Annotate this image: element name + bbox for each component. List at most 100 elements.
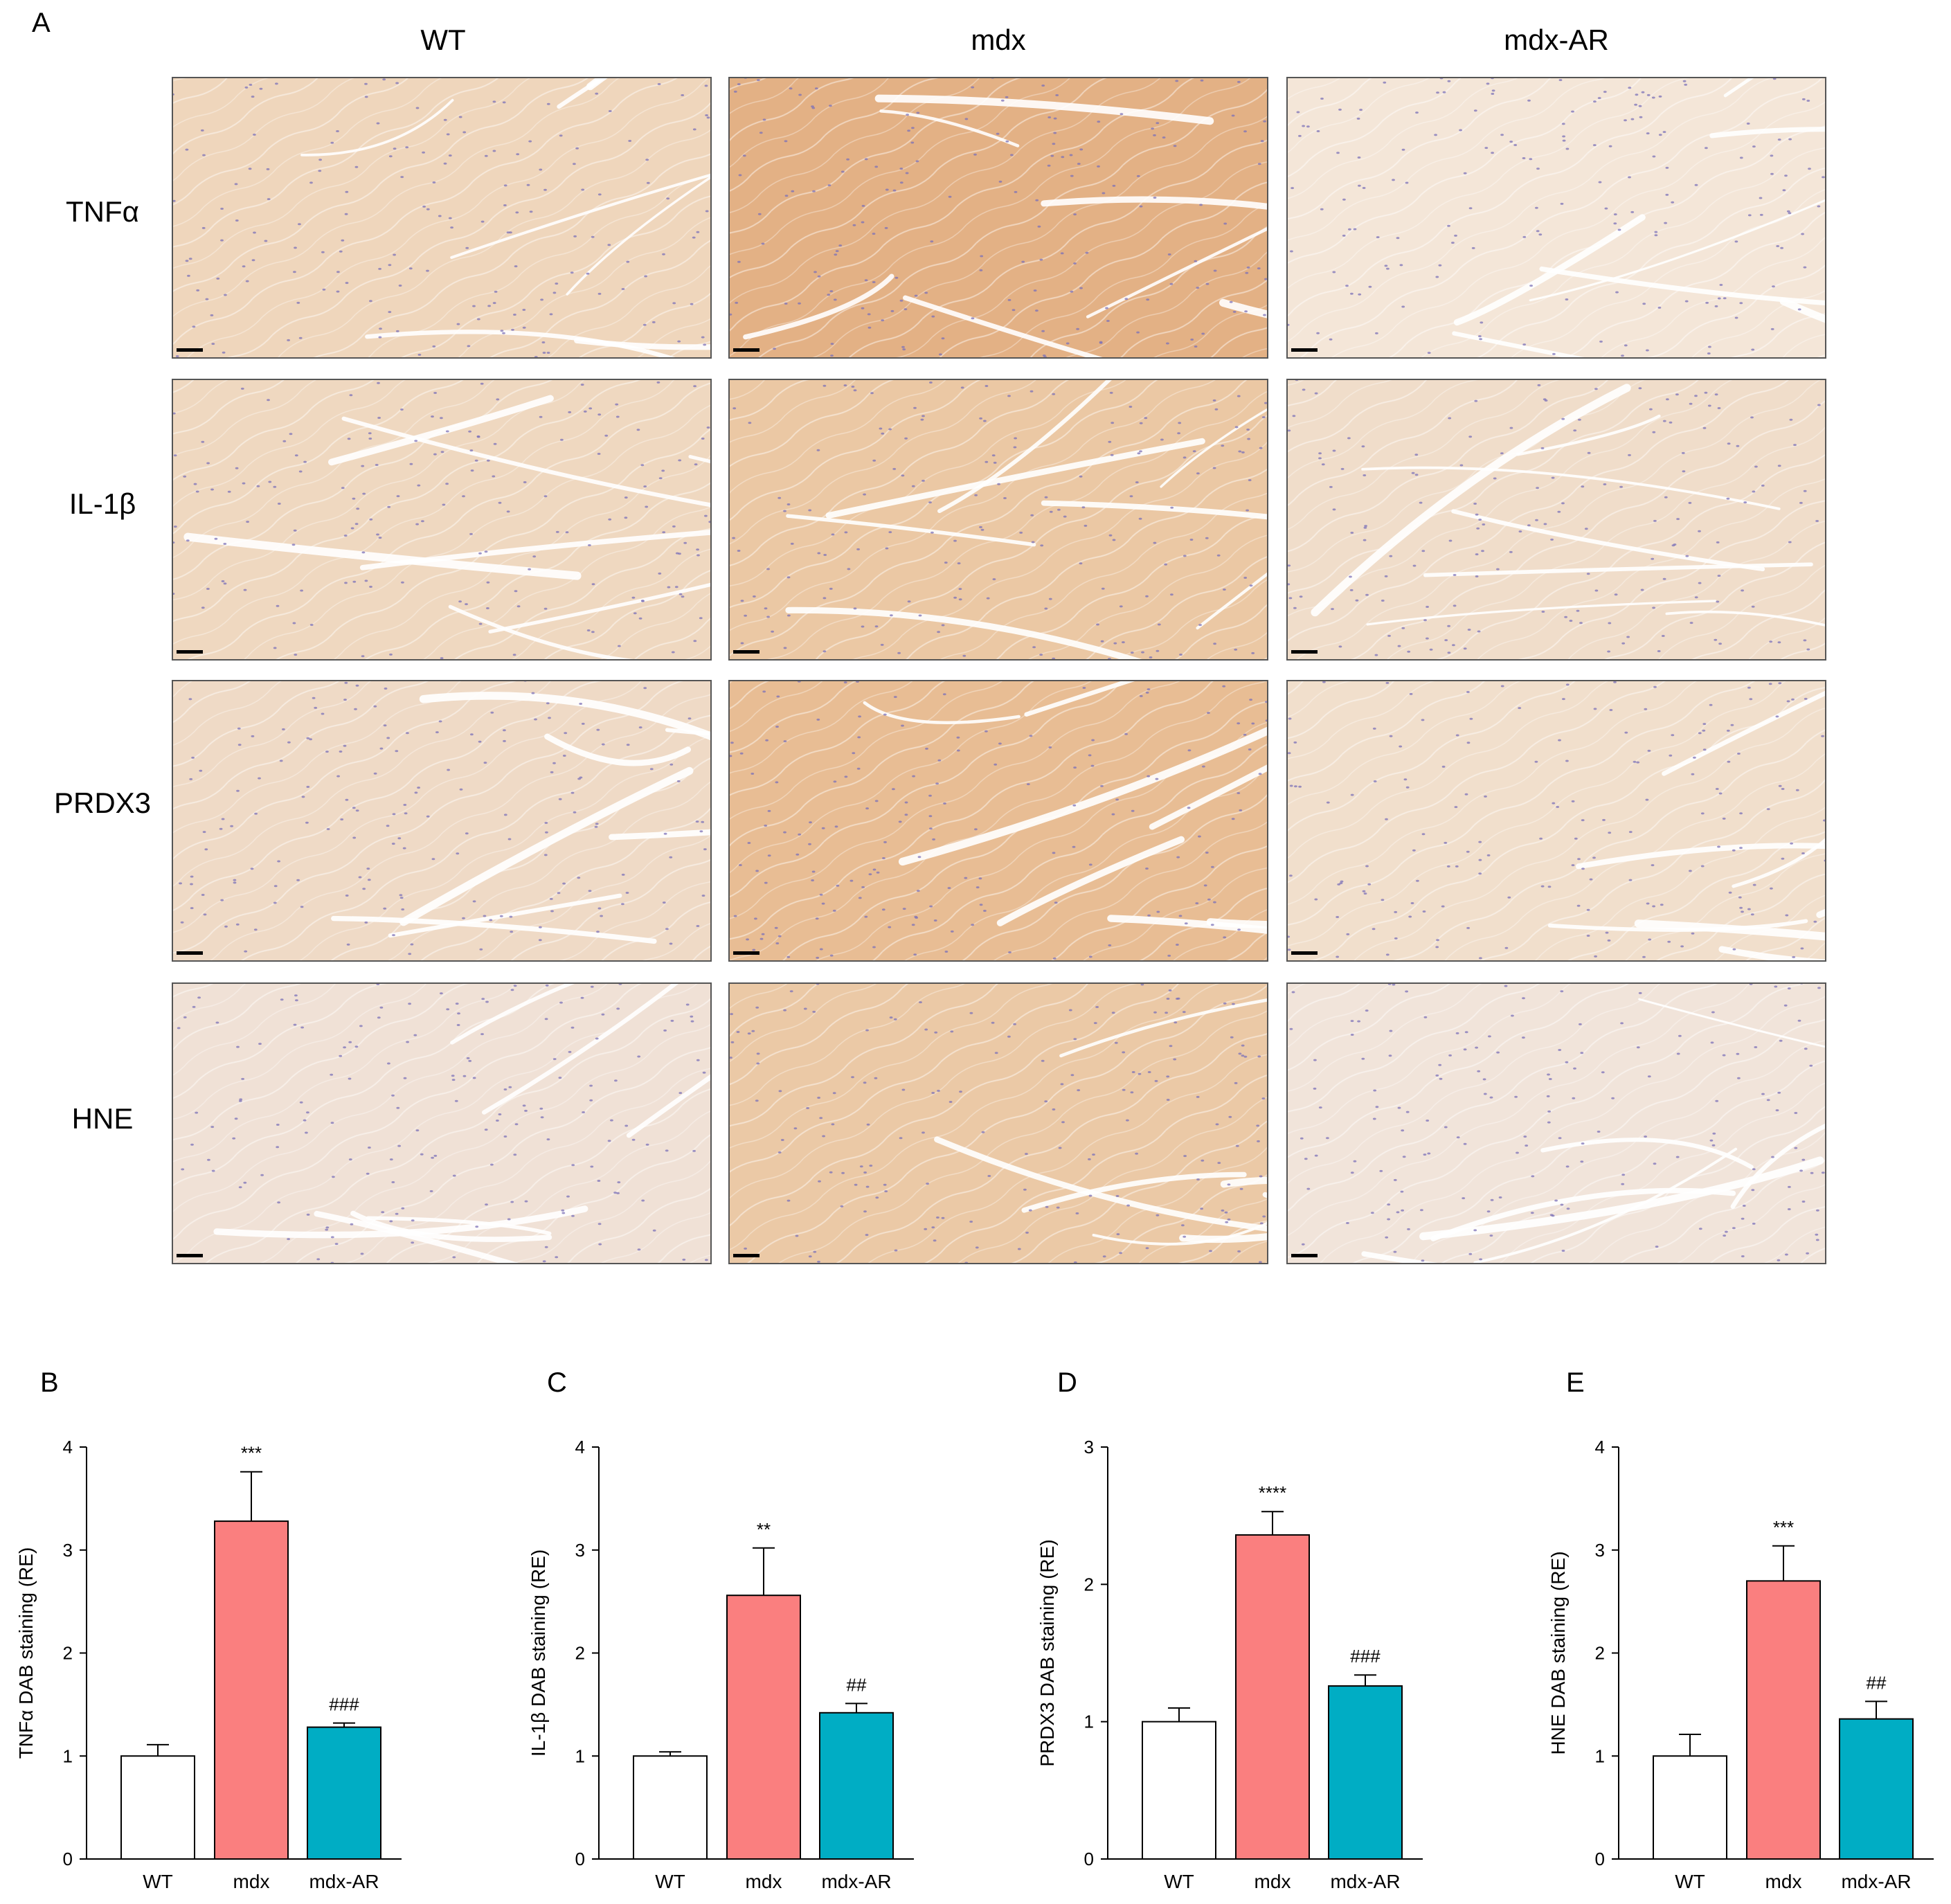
fiber-texture bbox=[1287, 379, 1826, 660]
interstitial-gap bbox=[488, 582, 711, 634]
nucleus bbox=[883, 1183, 887, 1186]
nucleus bbox=[1707, 352, 1711, 354]
nucleus bbox=[1338, 108, 1342, 111]
bar-mdx bbox=[726, 1595, 801, 1860]
nucleus bbox=[783, 647, 787, 649]
nucleus bbox=[1447, 80, 1451, 82]
nucleus bbox=[1822, 176, 1825, 179]
nucleus bbox=[236, 1045, 240, 1048]
nucleus bbox=[571, 1214, 575, 1217]
nucleus bbox=[681, 94, 685, 96]
nucleus bbox=[1630, 210, 1635, 213]
nucleus bbox=[391, 1181, 395, 1183]
nucleus bbox=[503, 184, 507, 187]
nucleus bbox=[305, 821, 309, 824]
nucleus bbox=[817, 1260, 820, 1263]
nucleus bbox=[1135, 1152, 1138, 1155]
nucleus bbox=[991, 1021, 995, 1024]
nucleus bbox=[941, 337, 945, 340]
y-tick-label: 1 bbox=[575, 1745, 585, 1766]
nucleus bbox=[640, 600, 645, 602]
interstitial-gap bbox=[863, 701, 1021, 725]
nucleus bbox=[591, 631, 595, 634]
nucleus bbox=[330, 1073, 334, 1076]
nucleus bbox=[1383, 81, 1387, 84]
nucleus bbox=[740, 642, 744, 645]
nucleus bbox=[1479, 338, 1483, 341]
nucleus bbox=[1778, 682, 1782, 685]
nucleus bbox=[183, 1016, 187, 1018]
nucleus bbox=[299, 1101, 303, 1104]
nucleus bbox=[503, 1135, 507, 1138]
nucleus bbox=[1718, 643, 1723, 645]
nucleus bbox=[1397, 645, 1401, 647]
bar-wt bbox=[633, 1755, 708, 1860]
nucleus bbox=[301, 796, 305, 798]
nucleus bbox=[964, 118, 969, 120]
nucleus bbox=[1711, 1144, 1716, 1147]
row-label-3: HNE bbox=[72, 1102, 134, 1135]
nucleus bbox=[1167, 253, 1171, 255]
nucleus bbox=[1084, 524, 1088, 527]
nucleus bbox=[242, 482, 246, 485]
nucleus bbox=[1581, 819, 1585, 822]
nucleus bbox=[1817, 205, 1821, 208]
nucleus bbox=[450, 226, 453, 229]
nucleus bbox=[811, 870, 816, 873]
nucleus bbox=[773, 348, 776, 350]
nucleus bbox=[1750, 416, 1754, 419]
nucleus bbox=[1130, 1091, 1134, 1094]
nucleus bbox=[1259, 447, 1263, 449]
nucleus bbox=[662, 531, 666, 534]
nucleus bbox=[1072, 845, 1076, 848]
nucleus bbox=[1436, 91, 1439, 94]
nucleus bbox=[1676, 518, 1680, 521]
nucleus bbox=[1463, 1142, 1467, 1145]
nucleus bbox=[442, 503, 446, 506]
nucleus bbox=[1541, 611, 1545, 613]
nucleus bbox=[210, 1126, 215, 1129]
nucleus bbox=[1194, 260, 1198, 262]
nucleus bbox=[907, 600, 911, 603]
nucleus bbox=[744, 1247, 747, 1250]
nucleus bbox=[706, 116, 710, 119]
nucleus bbox=[1806, 1252, 1810, 1255]
nucleus bbox=[1761, 1093, 1765, 1095]
nucleus bbox=[1041, 1059, 1045, 1062]
nucleus bbox=[403, 1077, 407, 1079]
nucleus bbox=[1665, 166, 1669, 169]
micrograph-prdx3-wt bbox=[172, 680, 712, 962]
nucleus bbox=[1598, 181, 1602, 183]
nucleus bbox=[1794, 1147, 1798, 1149]
nucleus bbox=[1647, 1075, 1651, 1078]
nucleus bbox=[693, 640, 697, 643]
nucleus bbox=[928, 794, 932, 797]
nucleus bbox=[389, 1158, 393, 1161]
interstitial-gap bbox=[1361, 1251, 1444, 1264]
nucleus bbox=[1675, 1156, 1680, 1158]
nucleus bbox=[808, 509, 812, 512]
nucleus bbox=[841, 1171, 845, 1174]
nucleus bbox=[211, 1169, 215, 1172]
nucleus bbox=[863, 1171, 867, 1174]
nucleus bbox=[1493, 477, 1497, 480]
nucleus bbox=[983, 420, 987, 422]
nucleus bbox=[1014, 437, 1017, 440]
nucleus bbox=[1752, 490, 1756, 493]
nucleus bbox=[401, 1207, 405, 1210]
nucleus bbox=[326, 828, 330, 830]
nucleus bbox=[1551, 476, 1555, 479]
nucleus bbox=[857, 736, 861, 739]
nucleus bbox=[1385, 953, 1390, 956]
nucleus bbox=[235, 923, 240, 926]
nucleus bbox=[1723, 1234, 1727, 1237]
nucleus bbox=[234, 183, 238, 186]
nucleus bbox=[867, 313, 871, 316]
nucleus bbox=[1348, 228, 1351, 231]
bar-mdx bbox=[1235, 1534, 1310, 1860]
nucleus bbox=[1698, 530, 1701, 532]
nucleus bbox=[1145, 868, 1149, 870]
nucleus bbox=[1482, 523, 1486, 526]
nucleus bbox=[309, 738, 312, 741]
nucleus bbox=[1491, 93, 1495, 95]
